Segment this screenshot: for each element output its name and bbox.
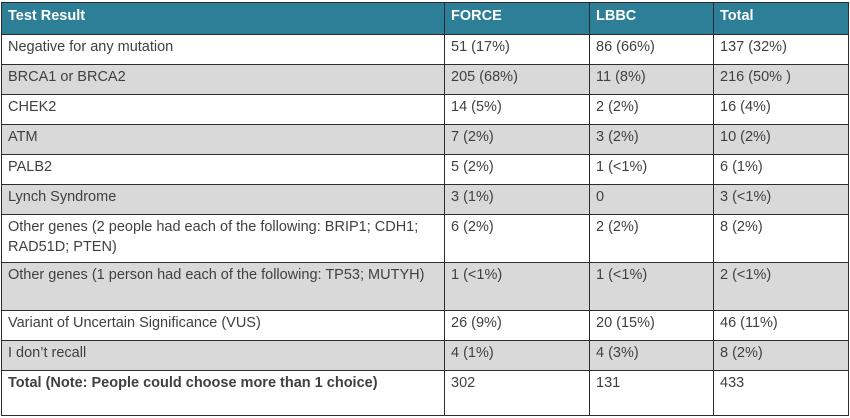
cell-force: 51 (17%) — [444, 34, 590, 65]
cell-test-result: PALB2 — [1, 154, 445, 185]
header-test-result: Test Result — [1, 2, 445, 35]
cell-force: 26 (9%) — [444, 310, 590, 341]
cell-total: 8 (2%) — [713, 214, 849, 263]
cell-test-result: I don’t recall — [1, 340, 445, 371]
cell-test-result: ATM — [1, 124, 445, 155]
table-row: I don’t recall 4 (1%) 4 (3%) 8 (2%) — [1, 340, 849, 371]
cell-test-result: CHEK2 — [1, 94, 445, 125]
cell-force: 14 (5%) — [444, 94, 590, 125]
cell-lbbc: 86 (66%) — [589, 34, 714, 65]
table-row: Negative for any mutation 51 (17%) 86 (6… — [1, 34, 849, 65]
cell-total: 16 (4%) — [713, 94, 849, 125]
cell-total: 6 (1%) — [713, 154, 849, 185]
total-row: Total (Note: People could choose more th… — [1, 370, 849, 416]
cell-force: 7 (2%) — [444, 124, 590, 155]
cell-test-result: Negative for any mutation — [1, 34, 445, 65]
table-row: BRCA1 or BRCA2 205 (68%) 11 (8%) 216 (50… — [1, 64, 849, 95]
total-label: Total (Note: People could choose more th… — [1, 370, 445, 416]
cell-total: 10 (2%) — [713, 124, 849, 155]
table-row: ATM 7 (2%) 3 (2%) 10 (2%) — [1, 124, 849, 155]
cell-force: 6 (2%) — [444, 214, 590, 263]
header-total: Total — [713, 2, 849, 35]
cell-force: 3 (1%) — [444, 184, 590, 215]
cell-lbbc: 2 (2%) — [589, 214, 714, 263]
cell-total: 3 (<1%) — [713, 184, 849, 215]
cell-total: 8 (2%) — [713, 340, 849, 371]
cell-total: 216 (50% ) — [713, 64, 849, 95]
cell-lbbc: 2 (2%) — [589, 94, 714, 125]
cell-lbbc: 1 (<1%) — [589, 262, 714, 311]
cell-total: 137 (32%) — [713, 34, 849, 65]
cell-test-result: Variant of Uncertain Significance (VUS) — [1, 310, 445, 341]
cell-total: 46 (11%) — [713, 310, 849, 341]
cell-force: 5 (2%) — [444, 154, 590, 185]
total-force: 302 — [444, 370, 590, 416]
total-lbbc: 131 — [589, 370, 714, 416]
cell-lbbc: 4 (3%) — [589, 340, 714, 371]
cell-force: 1 (<1%) — [444, 262, 590, 311]
table-row: Other genes (1 person had each of the fo… — [1, 262, 849, 311]
cell-test-result: Other genes (2 people had each of the fo… — [1, 214, 445, 263]
cell-lbbc: 3 (2%) — [589, 124, 714, 155]
cell-force: 205 (68%) — [444, 64, 590, 95]
header-lbbc: LBBC — [589, 2, 714, 35]
cell-total: 2 (<1%) — [713, 262, 849, 311]
cell-lbbc: 20 (15%) — [589, 310, 714, 341]
table-row: Variant of Uncertain Significance (VUS) … — [1, 310, 849, 341]
cell-test-result: Lynch Syndrome — [1, 184, 445, 215]
total-total: 433 — [713, 370, 849, 416]
table-row: PALB2 5 (2%) 1 (<1%) 6 (1%) — [1, 154, 849, 185]
header-row: Test Result FORCE LBBC Total — [1, 2, 849, 35]
cell-lbbc: 1 (<1%) — [589, 154, 714, 185]
cell-lbbc: 0 — [589, 184, 714, 215]
table-row: Lynch Syndrome 3 (1%) 0 3 (<1%) — [1, 184, 849, 215]
cell-force: 4 (1%) — [444, 340, 590, 371]
cell-lbbc: 11 (8%) — [589, 64, 714, 95]
table-row: Other genes (2 people had each of the fo… — [1, 214, 849, 263]
table-row: CHEK2 14 (5%) 2 (2%) 16 (4%) — [1, 94, 849, 125]
cell-test-result: Other genes (1 person had each of the fo… — [1, 262, 445, 311]
header-force: FORCE — [444, 2, 590, 35]
cell-test-result: BRCA1 or BRCA2 — [1, 64, 445, 95]
